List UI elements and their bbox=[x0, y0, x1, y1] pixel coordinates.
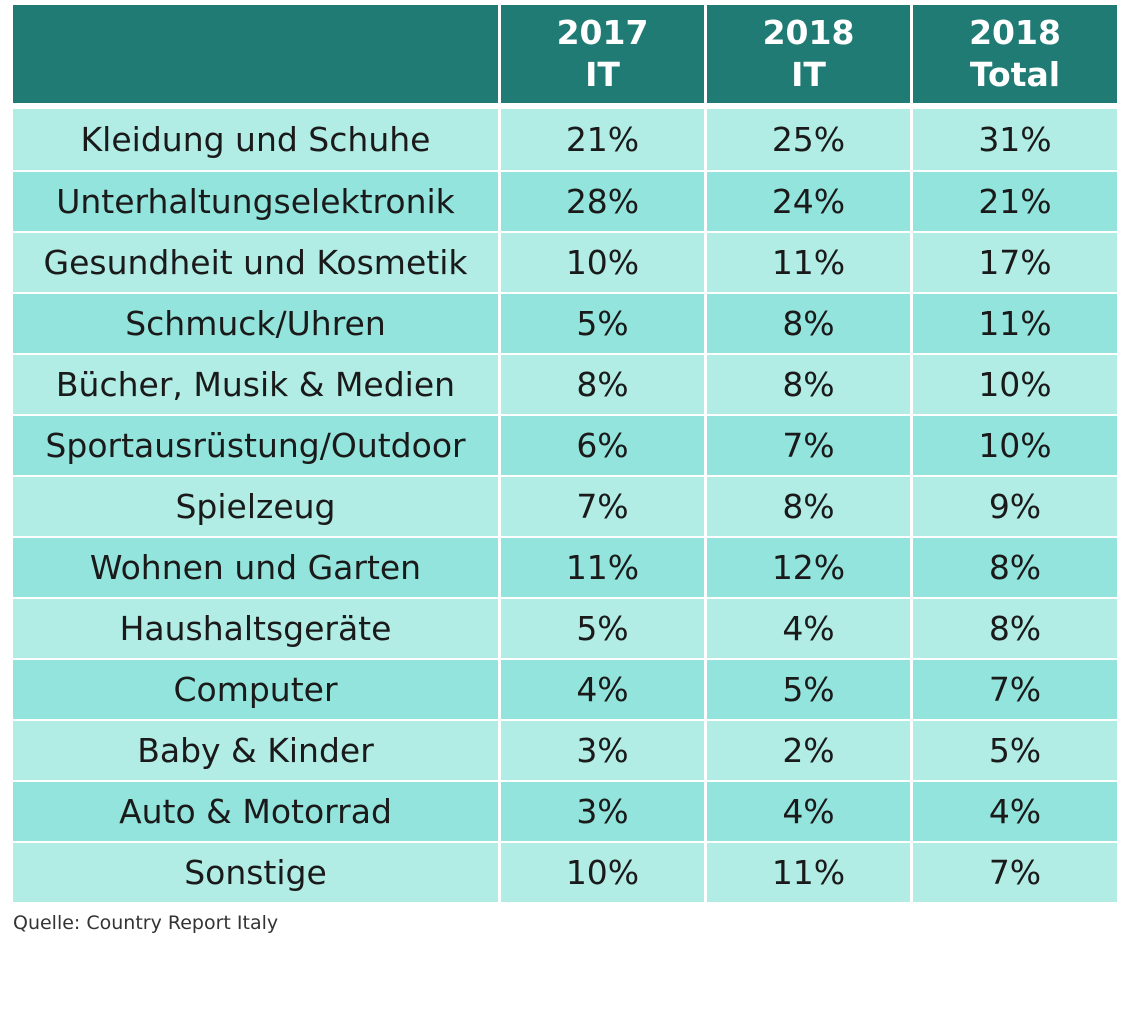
value-cell: 7% bbox=[910, 658, 1117, 719]
value-cell: 28% bbox=[498, 170, 704, 231]
category-cell: Spielzeug bbox=[13, 475, 498, 536]
category-cell: Wohnen und Garten bbox=[13, 536, 498, 597]
value-cell: 4% bbox=[704, 597, 910, 658]
category-cell: Computer bbox=[13, 658, 498, 719]
value-cell: 10% bbox=[910, 414, 1117, 475]
value-cell: 11% bbox=[704, 231, 910, 292]
value-cell: 11% bbox=[704, 841, 910, 902]
value-cell: 11% bbox=[910, 292, 1117, 353]
column-header-line1: 2017 bbox=[556, 13, 649, 52]
source-note: Quelle: Country Report Italy bbox=[13, 912, 279, 934]
value-cell: 8% bbox=[910, 597, 1117, 658]
value-cell: 5% bbox=[498, 597, 704, 658]
value-cell: 8% bbox=[910, 536, 1117, 597]
table-row: Haushaltsgeräte 5% 4% 8% bbox=[13, 597, 1117, 658]
value-cell: 8% bbox=[704, 475, 910, 536]
value-cell: 24% bbox=[704, 170, 910, 231]
value-cell: 7% bbox=[704, 414, 910, 475]
value-cell: 17% bbox=[910, 231, 1117, 292]
column-header-line2: Total bbox=[969, 55, 1061, 94]
table-row: Sonstige 10% 11% 7% bbox=[13, 841, 1117, 902]
category-cell: Sportausrüstung/Outdoor bbox=[13, 414, 498, 475]
value-cell: 5% bbox=[498, 292, 704, 353]
column-header-line2: IT bbox=[585, 55, 620, 94]
column-header-line1: 2018 bbox=[762, 13, 855, 52]
column-header: 2018 IT bbox=[704, 5, 910, 109]
value-cell: 5% bbox=[704, 658, 910, 719]
value-cell: 7% bbox=[498, 475, 704, 536]
value-cell: 10% bbox=[910, 353, 1117, 414]
category-cell: Baby & Kinder bbox=[13, 719, 498, 780]
table-row: Unterhaltungselektronik 28% 24% 21% bbox=[13, 170, 1117, 231]
value-cell: 21% bbox=[910, 170, 1117, 231]
column-header-line2: IT bbox=[791, 55, 826, 94]
column-header-line1: 2018 bbox=[969, 13, 1061, 52]
table-row: Sportausrüstung/Outdoor 6% 7% 10% bbox=[13, 414, 1117, 475]
category-cell: Unterhaltungselektronik bbox=[13, 170, 498, 231]
header-row: 2017 IT 2018 IT 2018 Total bbox=[13, 5, 1117, 109]
value-cell: 8% bbox=[704, 353, 910, 414]
table-row: Spielzeug 7% 8% 9% bbox=[13, 475, 1117, 536]
category-cell: Bücher, Musik & Medien bbox=[13, 353, 498, 414]
category-cell: Haushaltsgeräte bbox=[13, 597, 498, 658]
column-header: 2018 Total bbox=[910, 5, 1117, 109]
table-row: Gesundheit und Kosmetik 10% 11% 17% bbox=[13, 231, 1117, 292]
value-cell: 10% bbox=[498, 841, 704, 902]
category-cell: Schmuck/Uhren bbox=[13, 292, 498, 353]
value-cell: 21% bbox=[498, 109, 704, 170]
category-cell: Sonstige bbox=[13, 841, 498, 902]
table-row: Auto & Motorrad 3% 4% 4% bbox=[13, 780, 1117, 841]
table-row: Bücher, Musik & Medien 8% 8% 10% bbox=[13, 353, 1117, 414]
value-cell: 4% bbox=[498, 658, 704, 719]
value-cell: 3% bbox=[498, 780, 704, 841]
value-cell: 12% bbox=[704, 536, 910, 597]
value-cell: 4% bbox=[910, 780, 1117, 841]
value-cell: 8% bbox=[704, 292, 910, 353]
category-cell: Kleidung und Schuhe bbox=[13, 109, 498, 170]
value-cell: 2% bbox=[704, 719, 910, 780]
value-cell: 3% bbox=[498, 719, 704, 780]
value-cell: 25% bbox=[704, 109, 910, 170]
table-row: Wohnen und Garten 11% 12% 8% bbox=[13, 536, 1117, 597]
value-cell: 6% bbox=[498, 414, 704, 475]
value-cell: 5% bbox=[910, 719, 1117, 780]
data-table: 2017 IT 2018 IT 2018 Total Kleidung und Schuh… bbox=[13, 5, 1117, 902]
column-header bbox=[13, 5, 498, 109]
value-cell: 11% bbox=[498, 536, 704, 597]
category-cell: Auto & Motorrad bbox=[13, 780, 498, 841]
table-body: Kleidung und Schuhe 21% 25% 31% Unterhaltung… bbox=[13, 109, 1117, 902]
table-header: 2017 IT 2018 IT 2018 Total bbox=[13, 5, 1117, 109]
table-row: Baby & Kinder 3% 2% 5% bbox=[13, 719, 1117, 780]
value-cell: 8% bbox=[498, 353, 704, 414]
column-header: 2017 IT bbox=[498, 5, 704, 109]
category-cell: Gesundheit und Kosmetik bbox=[13, 231, 498, 292]
value-cell: 31% bbox=[910, 109, 1117, 170]
value-cell: 9% bbox=[910, 475, 1117, 536]
table-row: Schmuck/Uhren 5% 8% 11% bbox=[13, 292, 1117, 353]
value-cell: 4% bbox=[704, 780, 910, 841]
table-row: Kleidung und Schuhe 21% 25% 31% bbox=[13, 109, 1117, 170]
value-cell: 7% bbox=[910, 841, 1117, 902]
value-cell: 10% bbox=[498, 231, 704, 292]
table-row: Computer 4% 5% 7% bbox=[13, 658, 1117, 719]
